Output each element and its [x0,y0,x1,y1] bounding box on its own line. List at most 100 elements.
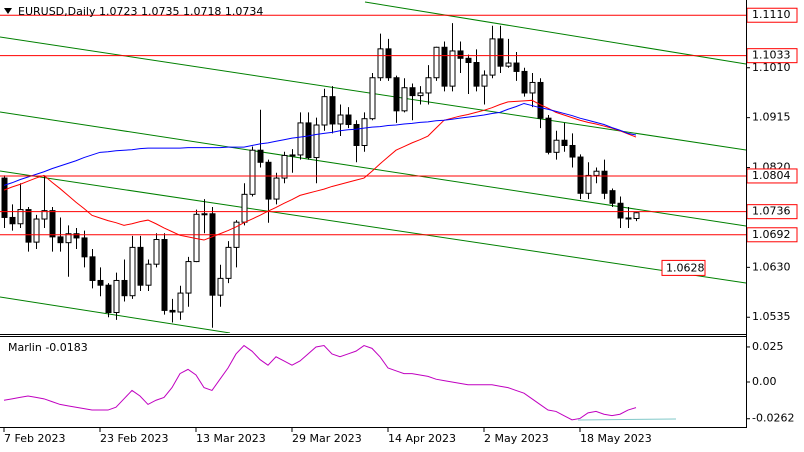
axes: 1.05351.06301.08201.09151.10100.0250.00-… [3,7,798,445]
candle-body [57,236,64,244]
candle-body [177,292,184,313]
candle-body [33,218,40,243]
candle-body [129,246,136,297]
moving-average [3,102,637,186]
candle-body [401,87,408,112]
candle-body [281,154,288,179]
candle-body [497,38,504,67]
x-tick-label: 29 Mar 2023 [292,432,362,445]
candle-body [169,309,176,313]
candle-body [353,123,360,146]
level-label: 1.0804 [752,169,791,182]
level-label: 1.0736 [752,205,791,218]
candle-body [25,209,32,243]
candle-body [65,233,72,244]
chart-title: EURUSD,Daily 1.0723 1.0735 1.0718 1.0734 [18,5,263,18]
candle-body [409,87,416,97]
indicator-title: Marlin -0.0183 [8,341,88,354]
candle-body [209,213,216,296]
candle-body [217,277,224,296]
candle-body [625,217,632,220]
candle-body [377,48,384,79]
menu-triangle [4,8,12,14]
channel-line [364,1,746,65]
candle-body [529,81,536,94]
candle-body [105,284,112,314]
x-tick-label: 23 Feb 2023 [100,432,168,445]
candle-body [241,193,248,223]
level-label: 1.1033 [752,49,791,62]
indicator-tick-label: 0.025 [752,340,784,353]
candle-body [617,202,624,219]
candle-body [89,256,96,281]
candle-body [433,46,440,79]
candle-body [73,233,80,239]
y-tick-label: 1.1010 [752,61,791,74]
candle-body [505,62,512,67]
level-label: 1.1110 [752,8,791,21]
candle-body [537,81,544,119]
candle-body [585,174,592,194]
candle-body [489,38,496,76]
y-tick-label: 1.0630 [752,260,791,273]
candle-body [473,62,480,87]
indicator-line [3,344,637,421]
candle-body [185,261,192,294]
candle-body [521,70,528,94]
candle-body [81,237,88,258]
price-plot [0,14,746,328]
candle-body [17,209,24,225]
candle-body [313,124,320,159]
x-tick-label: 14 Apr 2023 [388,432,456,445]
candle-body [369,77,376,120]
candle-body [297,122,304,156]
x-tick-label: 2 May 2023 [484,432,549,445]
candle-body [257,149,264,163]
candle-body [321,96,328,126]
x-tick-label: 13 Mar 2023 [196,432,266,445]
candle-body [201,213,208,216]
candle-body [633,212,640,219]
candle-body [441,46,448,87]
candle-body [609,190,616,204]
indicator-tick-label: -0.0262 [752,412,794,425]
candle-body [561,139,568,146]
candle-body [393,77,400,112]
x-tick-label: 7 Feb 2023 [4,432,65,445]
candle-body [337,114,344,125]
candle-body [161,239,168,311]
indicator-tick-label: 0.00 [752,375,777,388]
indicator-plot [3,344,677,421]
candle-body [361,118,368,146]
candle-body [465,57,472,64]
channel-line [0,296,231,333]
candle-body [425,77,432,94]
candle-body [553,139,560,153]
candle-body [97,279,104,286]
level-label: 1.0692 [752,228,791,241]
candle-body [545,117,552,153]
candle-body [601,170,608,194]
candle-body [145,263,152,286]
candle-body [49,210,56,238]
candle-body [449,50,456,87]
candle-body [225,246,232,279]
price-marker-box [661,259,706,276]
y-tick-label: 1.0915 [752,111,791,124]
candle-body [513,62,520,72]
candle-body [9,216,16,225]
candle-body [289,154,296,157]
candle-body [569,144,576,158]
candle-body [153,239,160,265]
channel-line [0,170,746,284]
candle-body [1,177,8,218]
candle-body [249,149,256,195]
candle-body [345,114,352,125]
x-tick-label: 18 May 2023 [580,432,652,445]
y-tick-label: 1.0535 [752,310,791,323]
candle-body [113,279,120,314]
candle-body [265,161,272,200]
candle-body [305,122,312,159]
